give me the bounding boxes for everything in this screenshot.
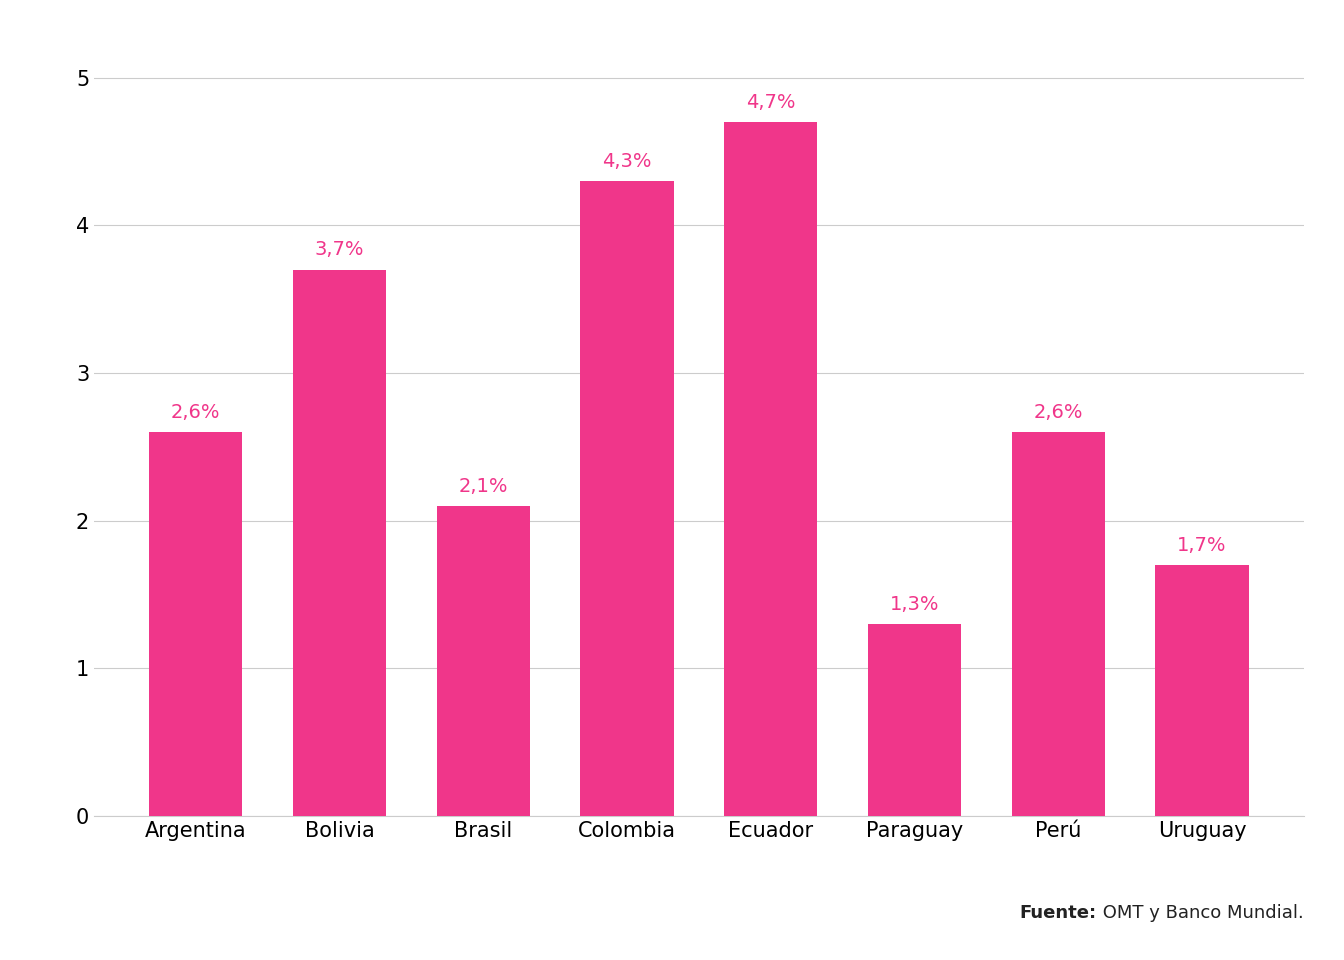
Text: Fuente:: Fuente: <box>1020 903 1097 922</box>
Bar <box>868 624 961 816</box>
Bar <box>581 180 673 816</box>
Bar <box>1156 564 1249 816</box>
Text: 4,7%: 4,7% <box>746 92 796 111</box>
Bar <box>149 432 242 816</box>
Bar <box>293 270 386 816</box>
Bar <box>724 122 817 816</box>
Text: 3,7%: 3,7% <box>314 240 364 259</box>
Bar <box>437 506 530 816</box>
Text: 2,6%: 2,6% <box>1034 402 1083 421</box>
Text: 1,3%: 1,3% <box>890 594 939 613</box>
Bar <box>1012 432 1105 816</box>
Text: 4,3%: 4,3% <box>602 152 652 171</box>
Text: OMT y Banco Mundial.: OMT y Banco Mundial. <box>1097 903 1304 922</box>
Text: 2,6%: 2,6% <box>171 402 220 421</box>
Text: 1,7%: 1,7% <box>1177 536 1227 555</box>
Text: 2,1%: 2,1% <box>458 476 508 495</box>
